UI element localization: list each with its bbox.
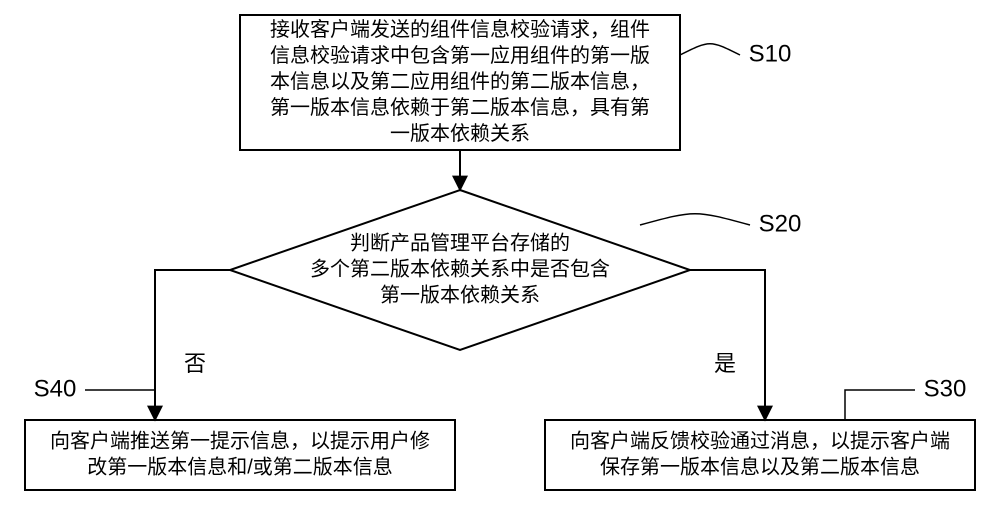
step-label-text: S30	[924, 375, 967, 402]
node-s30: 向客户端反馈校验通过消息，以提示客户端保存第一版本信息以及第二版本信息	[545, 420, 975, 490]
step-label-s30: S30	[845, 375, 966, 420]
edge-2: 是	[690, 270, 765, 420]
node-text: 向客户端推送第一提示信息，以提示用户修	[50, 429, 430, 452]
nodes-layer: 接收客户端发送的组件信息校验请求，组件信息校验请求中包含第一应用组件的第一版本信…	[25, 15, 975, 490]
node-text: 第一版本信息依赖于第二版本信息，具有第	[270, 96, 650, 119]
step-label-text: S40	[34, 375, 77, 402]
node-text: 一版本依赖关系	[390, 122, 530, 145]
step-label-text: S20	[759, 210, 802, 237]
node-s40: 向客户端推送第一提示信息，以提示用户修改第一版本信息和/或第二版本信息	[25, 420, 455, 490]
node-s10: 接收客户端发送的组件信息校验请求，组件信息校验请求中包含第一应用组件的第一版本信…	[240, 15, 680, 150]
node-text: 第一版本依赖关系	[380, 283, 540, 306]
edge-label: 是	[714, 351, 736, 376]
edge-label: 否	[184, 351, 206, 376]
node-text: 保存第一版本信息以及第二版本信息	[600, 455, 920, 478]
node-s20: 判断产品管理平台存储的多个第二版本依赖关系中是否包含第一版本依赖关系	[230, 190, 690, 350]
node-text: 多个第二版本依赖关系中是否包含	[310, 257, 610, 280]
edge-1: 否	[155, 270, 230, 420]
node-text: 改第一版本信息和/或第二版本信息	[87, 455, 393, 478]
step-label-s20: S20	[640, 210, 801, 237]
step-label-s40: S40	[34, 375, 155, 420]
node-text: 向客户端反馈校验通过消息，以提示客户端	[570, 429, 950, 452]
step-label-s10: S10	[680, 40, 791, 67]
step-label-text: S10	[749, 40, 792, 67]
node-text: 本信息以及第二应用组件的第二版本信息，	[270, 70, 650, 93]
node-text: 信息校验请求中包含第一应用组件的第一版	[270, 44, 650, 67]
node-text: 接收客户端发送的组件信息校验请求，组件	[270, 18, 650, 41]
node-text: 判断产品管理平台存储的	[350, 231, 570, 254]
